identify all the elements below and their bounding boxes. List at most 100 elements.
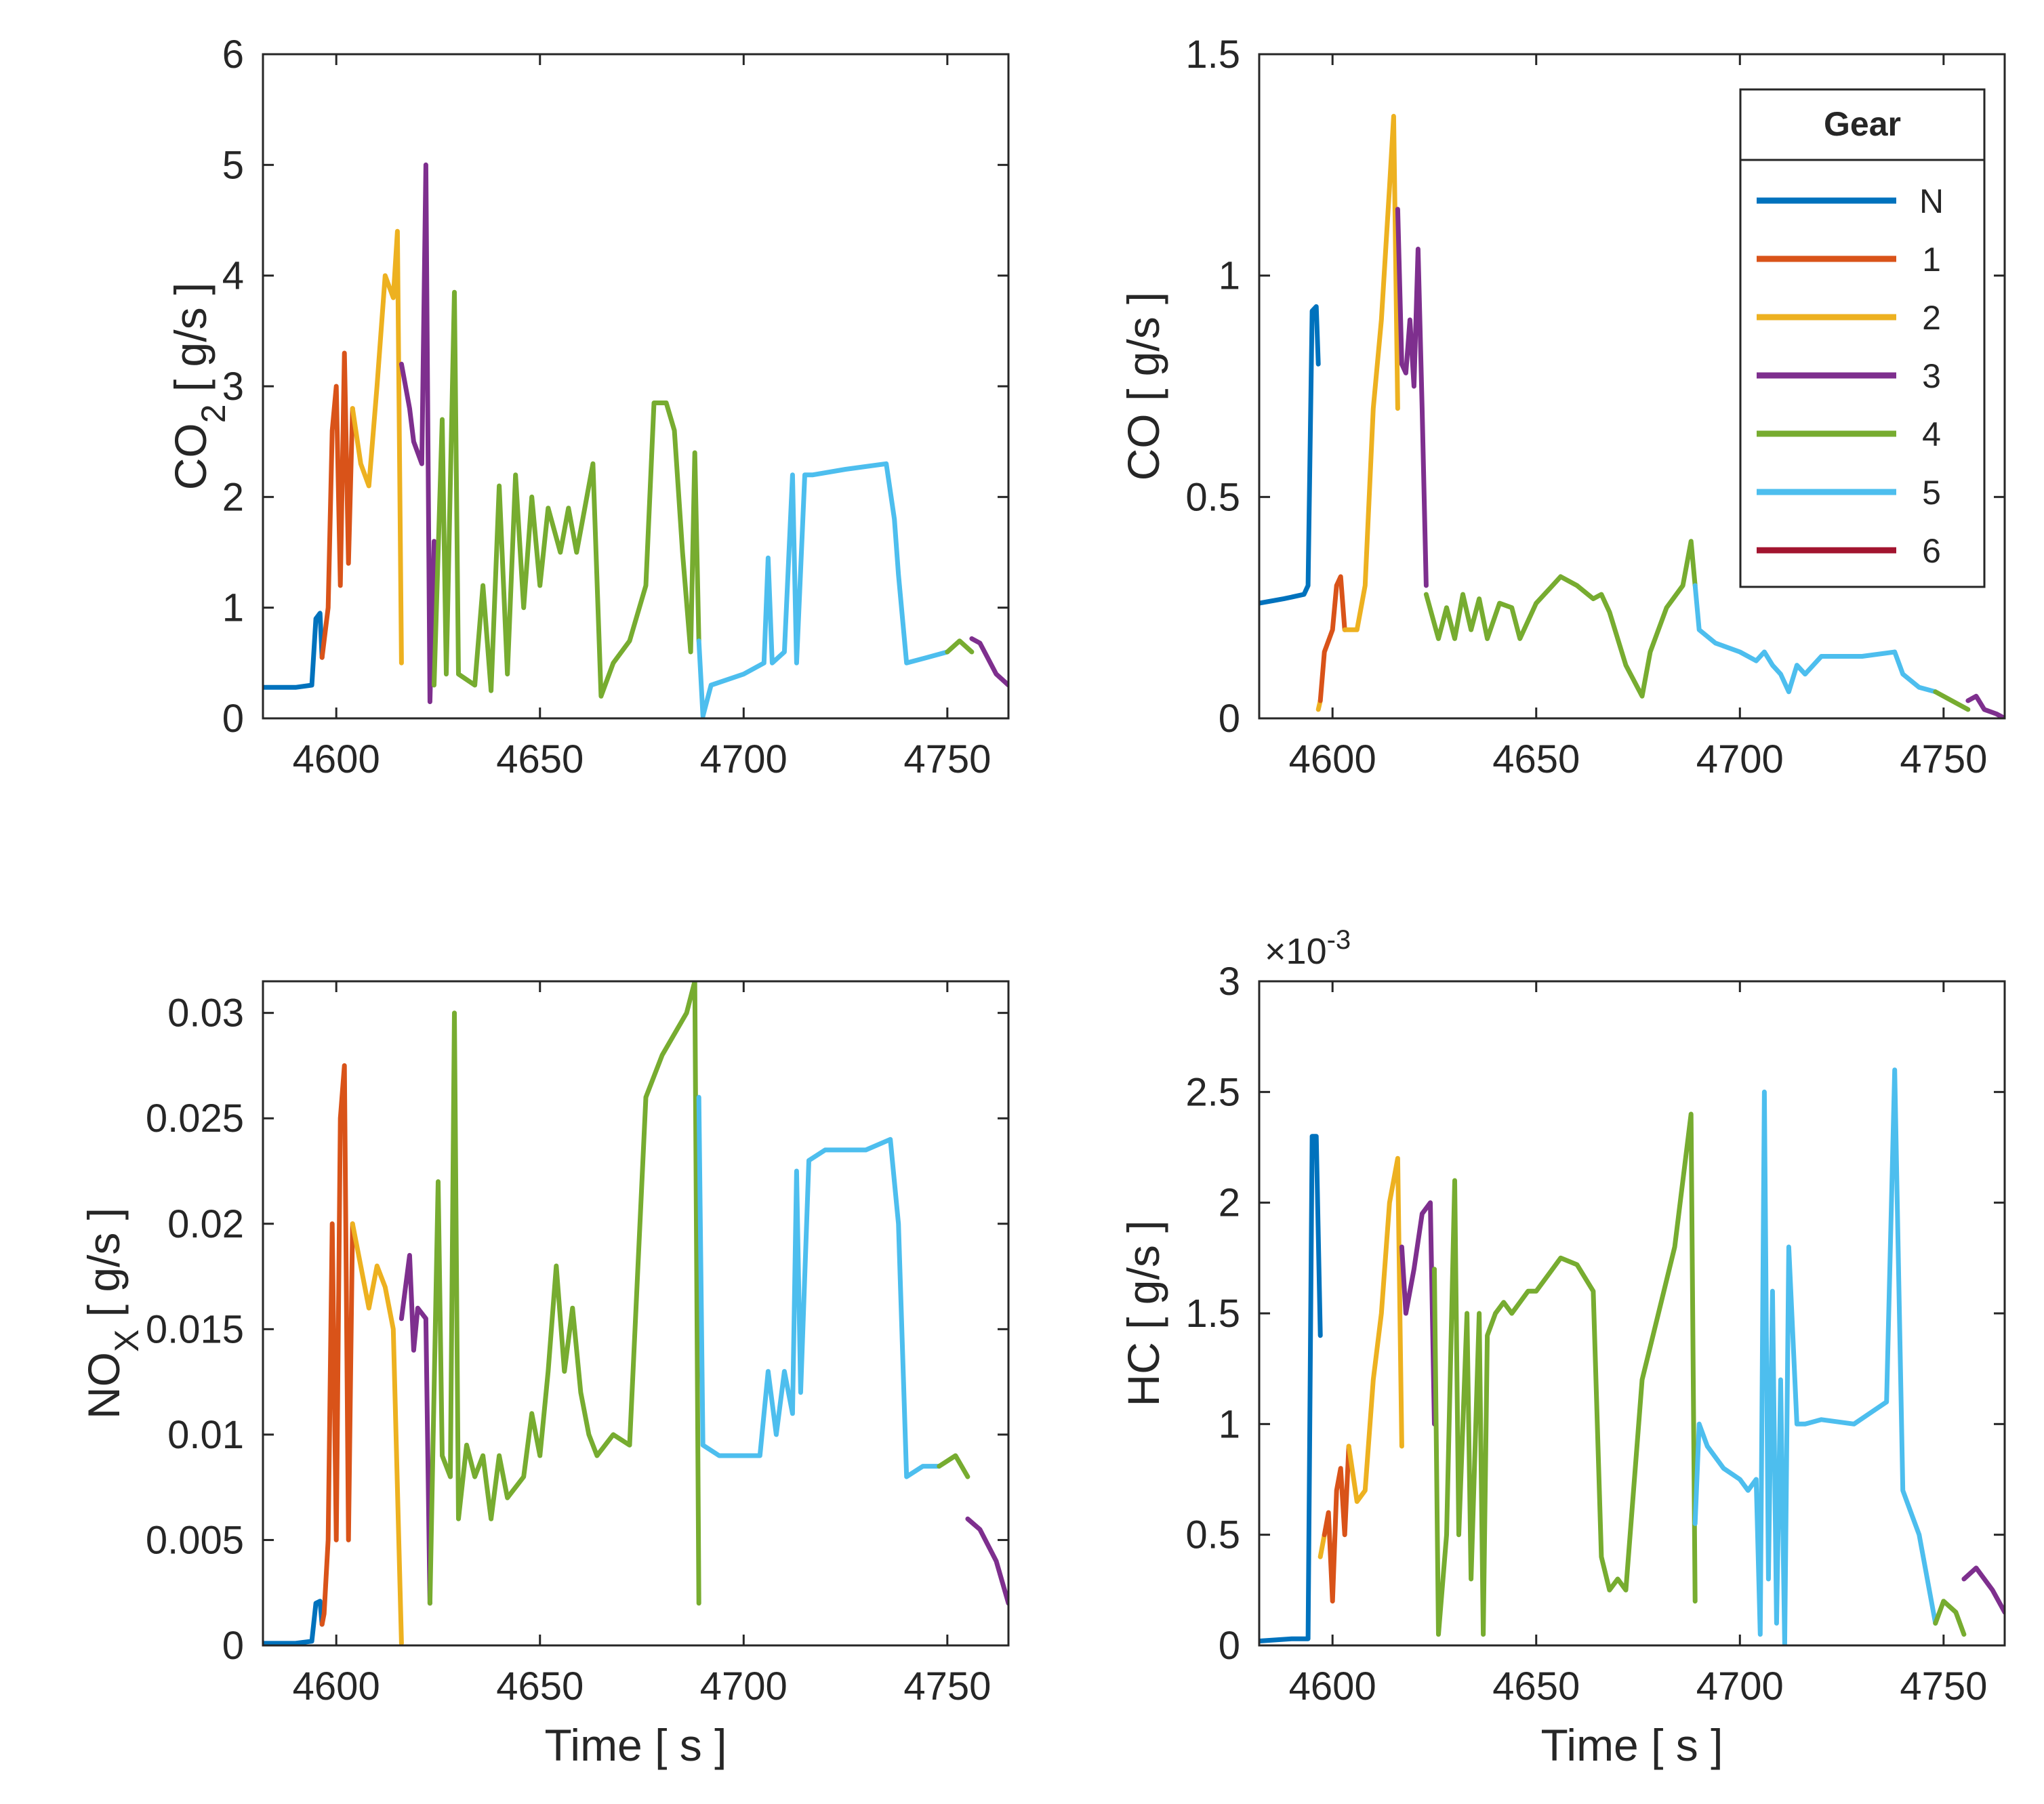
y-tick-label-co2-1: 1 (222, 586, 244, 630)
y-tick-label-hc-0: 0 (1219, 1624, 1240, 1668)
y-tick-label-nox-6: 0.03 (167, 991, 244, 1036)
series-group-co (1259, 114, 2005, 718)
y-tick-label-hc-2: 1 (1219, 1402, 1240, 1446)
series-group-co2 (263, 162, 1008, 718)
x-tick-label-co-4750: 4750 (1900, 737, 1987, 781)
y-axis-label-co: CO [ g/s ] (1118, 292, 1168, 481)
x-axis-label-nox: Time [ s ] (545, 1720, 727, 1770)
y-tick-label-hc-3: 1.5 (1185, 1292, 1240, 1336)
y-tick-label-hc-6: 3 (1219, 960, 1240, 1004)
x-tick-label-hc-4700: 4700 (1696, 1664, 1784, 1708)
series-line-hc-gear-5-6 (1692, 1067, 1938, 1645)
series-line-nox-gear-2-2 (350, 1221, 404, 1645)
series-line-co-gear-N-0 (1259, 304, 1321, 606)
y-tick-label-nox-3: 0.015 (146, 1307, 244, 1351)
legend-label-3: 3 (1922, 357, 1941, 395)
series-line-hc-gear-4-7 (1933, 1599, 1967, 1637)
y-axis-label-nox: NOX [ g/s ] (79, 1208, 146, 1419)
series-line-nox-gear-1-1 (319, 1063, 355, 1627)
y-axis-label-co2: CO2 [ g/s ] (165, 283, 232, 491)
series-group-hc (1259, 1067, 2005, 1645)
x-tick-label-co2-4650: 4650 (496, 737, 584, 781)
y-tick-label-nox-0: 0 (222, 1624, 244, 1668)
y-axis-label-hc: HC [ g/s ] (1118, 1220, 1168, 1406)
x-tick-label-hc-4600: 4600 (1289, 1664, 1376, 1708)
legend-box (1739, 88, 1986, 588)
series-line-co2-gear-3-3 (398, 162, 436, 704)
series-line-co2-gear-N-0 (263, 611, 325, 690)
series-line-co2-gear-5-5 (696, 461, 950, 718)
legend-label-2: 2 (1922, 299, 1941, 337)
x-tick-label-co2-4600: 4600 (293, 737, 380, 781)
series-line-co-gear-3-8 (1965, 693, 2005, 718)
y-tick-label-nox-2: 0.01 (167, 1413, 244, 1457)
y-tick-label-co-3: 1.5 (1185, 33, 1240, 77)
series-line-co2-gear-1-1 (319, 350, 355, 660)
series-line-hc-gear-4-5 (1432, 1111, 1698, 1637)
legend-label-1: 1 (1922, 241, 1941, 279)
legend-title: Gear (1824, 105, 1901, 143)
series-line-co-gear-4-5 (1423, 539, 1698, 699)
series-line-co-gear-1-2 (1317, 574, 1347, 703)
series-line-nox-gear-4-4 (427, 981, 701, 1606)
series-line-co2-gear-4-6 (945, 638, 975, 655)
series-line-co2-gear-4-4 (432, 289, 701, 699)
x-tick-label-hc-4750: 4750 (1900, 1664, 1987, 1708)
series-line-hc-gear-3-8 (1961, 1565, 2005, 1615)
series-line-co-gear-3-4 (1395, 207, 1429, 588)
x-tick-label-nox-4650: 4650 (496, 1664, 584, 1708)
panel-co2: 4600 4650 4700 4750 0 1 2 3 4 5 6 CO2 [ g/s ] (165, 33, 1010, 781)
y-tick-label-nox-1: 0.005 (146, 1518, 244, 1562)
x-tick-label-nox-4700: 4700 (700, 1664, 788, 1708)
axes-box-co (1258, 53, 2006, 720)
x-tick-label-co-4650: 4650 (1492, 737, 1580, 781)
y-tick-label-co2-3: 3 (222, 365, 244, 409)
legend-label-5: 5 (1922, 474, 1941, 512)
series-line-co2-gear-3-7 (969, 636, 1008, 688)
y-tick-label-nox-4: 0.02 (167, 1202, 244, 1246)
y-tick-label-co2-6: 6 (222, 33, 244, 77)
series-line-nox-gear-3-3 (398, 1252, 432, 1606)
x-tick-label-co2-4700: 4700 (700, 737, 788, 781)
y-tick-label-co-0: 0 (1219, 697, 1240, 741)
series-line-hc-gear-3-4 (1399, 1200, 1437, 1427)
gear-legend: Gear N 1 2 3 4 5 6 (1739, 88, 1986, 588)
series-line-co-gear-5-6 (1692, 583, 1938, 695)
y-tick-label-co-2: 1 (1219, 254, 1240, 298)
y-tick-label-co2-4: 4 (222, 254, 244, 298)
panel-hc: 4600 4650 4700 4750 0 0.5 1 1.5 2 2.5 3 HC [ g/s ] T… (1118, 925, 2006, 1770)
x-tick-label-nox-4600: 4600 (293, 1664, 380, 1708)
y-exponent-hc: ×10-3 (1265, 925, 1351, 972)
series-line-nox-gear-N-0 (263, 1599, 325, 1645)
x-tick-label-hc-4650: 4650 (1492, 1664, 1580, 1708)
y-tick-label-hc-1: 0.5 (1185, 1513, 1240, 1557)
legend-label-N: N (1919, 182, 1944, 220)
y-tick-label-co2-2: 2 (222, 475, 244, 519)
series-line-hc-gear-2-3 (1346, 1155, 1404, 1504)
series-line-co-gear-4-7 (1933, 689, 1971, 712)
y-tick-label-co2-5: 5 (222, 143, 244, 187)
series-line-hc-gear-N-0 (1259, 1134, 1323, 1643)
x-axis-label-hc: Time [ s ] (1541, 1720, 1723, 1770)
y-tick-label-hc-5: 2.5 (1185, 1070, 1240, 1114)
axes-box-nox (262, 980, 1010, 1647)
legend-label-4: 4 (1922, 415, 1941, 453)
series-line-nox-gear-5-5 (696, 1094, 942, 1479)
y-tick-label-co2-0: 0 (222, 697, 244, 741)
series-line-nox-gear-4-6 (937, 1453, 970, 1479)
x-tick-label-co-4700: 4700 (1696, 737, 1784, 781)
series-line-co-gear-2-3 (1342, 114, 1400, 632)
series-line-hc-gear-2-1 (1317, 1532, 1327, 1559)
x-tick-label-nox-4750: 4750 (903, 1664, 991, 1708)
series-line-hc-gear-1-2 (1322, 1443, 1351, 1604)
series-line-co2-gear-2-2 (350, 228, 404, 665)
panel-nox: 4600 4650 4700 4750 0 0.005 0.01 0.015 0.02 0.025… (79, 980, 1010, 1770)
y-tick-label-co-1: 0.5 (1185, 475, 1240, 519)
x-tick-label-co-4600: 4600 (1289, 737, 1376, 781)
legend-label-6: 6 (1922, 532, 1941, 570)
series-group-nox (263, 981, 1008, 1645)
panel-co: 4600 4650 4700 4750 0 0.5 1 1.5 CO [ g/s ] (1118, 33, 2006, 781)
y-tick-label-nox-5: 0.025 (146, 1096, 244, 1141)
